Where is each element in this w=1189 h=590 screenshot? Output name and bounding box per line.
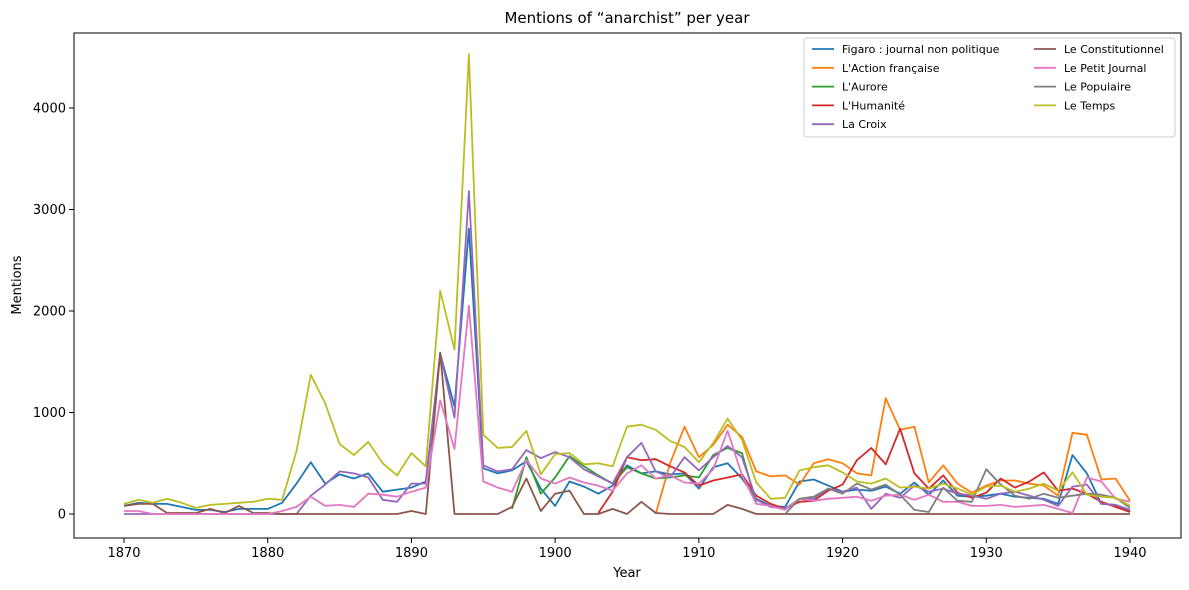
series-line-5 — [123, 351, 1130, 515]
y-tick-label: 3000 — [33, 203, 66, 218]
legend-label-7: Le Populaire — [1064, 81, 1131, 94]
y-tick-label: 4000 — [33, 102, 66, 117]
legend-label-3: L'Humanité — [842, 99, 905, 112]
series-line-6 — [124, 305, 1131, 515]
series-line-0 — [123, 227, 1131, 513]
y-axis-label: Mentions — [10, 255, 25, 314]
legend-label-5: Le Constitutionnel — [1064, 43, 1164, 56]
y-tick-label: 1000 — [33, 406, 66, 421]
x-tick-label: 1890 — [395, 546, 428, 561]
legend-label-6: Le Petit Journal — [1064, 62, 1146, 75]
chart-title: Mentions of “anarchist” per year — [504, 9, 750, 27]
legend-label-2: L'Aurore — [842, 81, 888, 94]
legend: Figaro : journal non politique L'Action f… — [803, 37, 1176, 138]
y-tick-label: 2000 — [33, 305, 66, 320]
series-line-8 — [123, 53, 1131, 509]
y-axis: 0 1000 2000 3000 4000 — [33, 102, 74, 523]
x-tick-label: 1930 — [970, 546, 1003, 561]
x-tick-label: 1900 — [539, 546, 572, 561]
plot-lines — [123, 53, 1131, 515]
legend-label-8: Le Temps — [1064, 99, 1116, 112]
x-tick-label: 1920 — [826, 546, 859, 561]
legend-label-1: L'Action française — [842, 62, 940, 75]
x-tick-label: 1940 — [1113, 546, 1146, 561]
x-tick-label: 1880 — [251, 546, 284, 561]
plot-frame — [73, 32, 1182, 539]
legend-label-4: La Croix — [842, 118, 887, 131]
x-tick-label: 1910 — [682, 546, 715, 561]
legend-label-0: Figaro : journal non politique — [842, 43, 1000, 56]
series-line-7 — [784, 468, 1131, 515]
x-tick-label: 1870 — [107, 546, 140, 561]
legend-box — [803, 37, 1176, 138]
y-tick-label: 0 — [58, 508, 66, 523]
series-line-3 — [597, 427, 1131, 514]
x-axis: 1870 1880 1890 1900 1910 1920 1930 1940 — [107, 538, 1147, 561]
x-axis-label: Year — [612, 566, 641, 581]
